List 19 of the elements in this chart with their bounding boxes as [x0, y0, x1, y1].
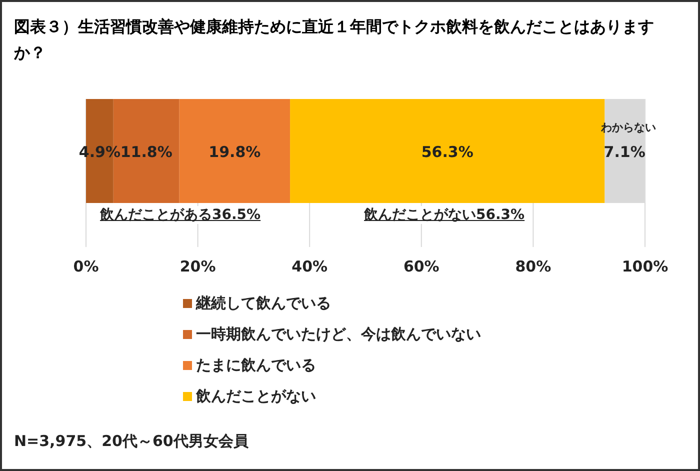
- legend-label: 飲んだことがない: [196, 387, 316, 406]
- legend-label: たまに飲んでいる: [196, 356, 316, 375]
- chart-title: 図表３）生活習慣改善や健康維持ために直近１年間でトクホ飲料を飲んだことはありますか？: [14, 16, 655, 64]
- bar: [179, 99, 290, 203]
- data-label: 7.1%: [604, 143, 646, 161]
- x-tick-label: 80%: [515, 258, 552, 276]
- data-label: 56.3%: [421, 143, 474, 161]
- x-tick-label: 100%: [622, 258, 668, 276]
- text: 飲んだことがない56.3%: [362, 206, 527, 224]
- data-label: 19.8%: [208, 143, 261, 161]
- data-label: 11.8%: [120, 143, 172, 161]
- text: N=3,975、20代～60代男女会員: [14, 432, 248, 451]
- x-tick-label: 40%: [292, 258, 328, 276]
- x-tick-label: 0%: [73, 258, 99, 276]
- x-tick-label: 20%: [180, 258, 216, 276]
- text: 飲んだことがある36.5%: [98, 206, 263, 224]
- legend-label: 継続して飲んでいる: [196, 294, 331, 313]
- x-tick-label: 60%: [403, 258, 440, 276]
- legend-label: 一時期飲んでいたけど、今は飲んでいない: [196, 325, 481, 344]
